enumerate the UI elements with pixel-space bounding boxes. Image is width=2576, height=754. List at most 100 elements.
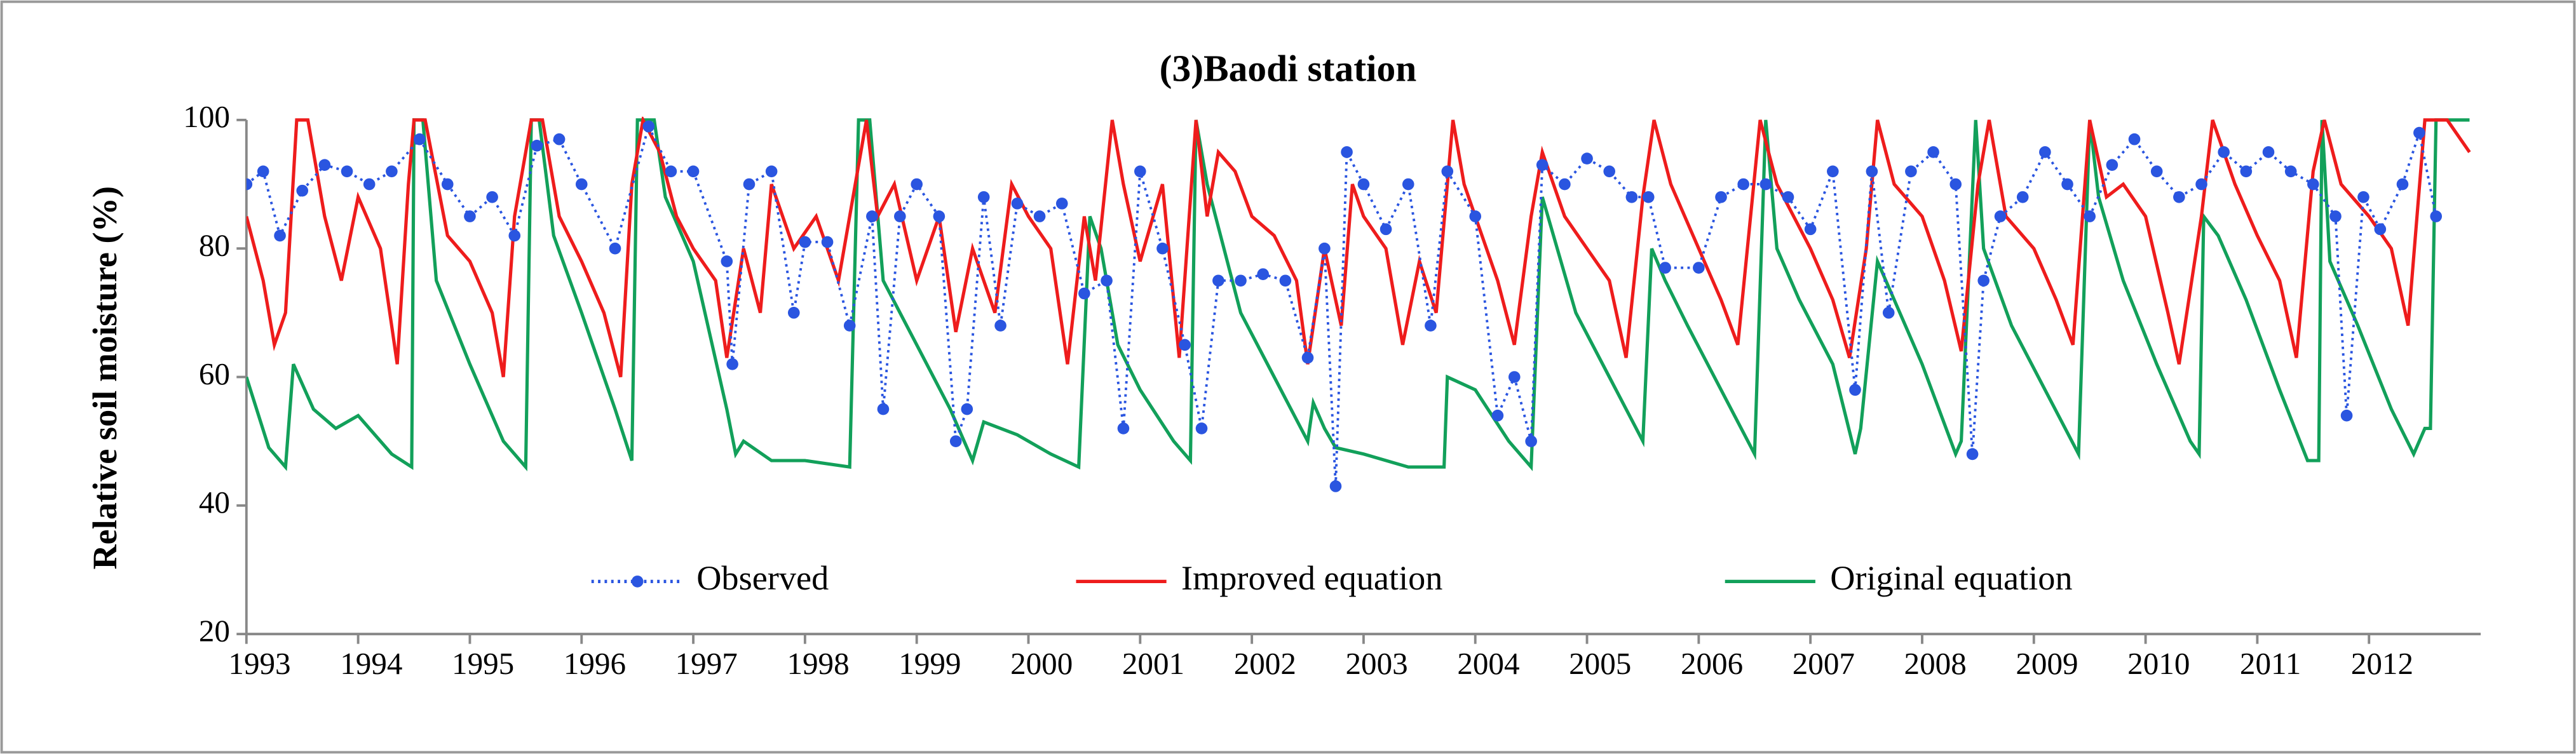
data-point (2340, 409, 2353, 422)
data-point (1235, 274, 1247, 287)
data-point (1279, 274, 1292, 287)
data-point (296, 184, 309, 197)
data-point (1994, 210, 2007, 222)
data-point (1905, 165, 1917, 178)
data-point (1441, 165, 1454, 178)
data-point (609, 242, 621, 255)
data-point (1581, 152, 1593, 165)
data-point (1402, 178, 1414, 191)
data-point (2374, 223, 2387, 236)
legend-label: Observed (696, 559, 829, 597)
x-tick-label: 2005 (1569, 646, 1631, 681)
data-point (1927, 146, 1939, 158)
data-point (531, 140, 543, 152)
data-point (687, 165, 700, 178)
data-point (464, 210, 476, 222)
data-point (441, 178, 454, 191)
data-point (1536, 159, 1549, 171)
data-point (1882, 307, 1895, 319)
data-point (2307, 178, 2319, 191)
data-point (977, 191, 990, 203)
data-point (246, 178, 253, 191)
x-tick-label: 1997 (675, 646, 738, 681)
data-point (2218, 146, 2230, 158)
data-point (2150, 165, 2163, 178)
data-point (1966, 448, 1979, 461)
data-point (665, 165, 677, 178)
data-point (2084, 210, 2096, 222)
data-point (1329, 480, 1342, 492)
x-tick-label: 2007 (1793, 646, 1855, 681)
data-point (2128, 133, 2141, 145)
data-point (866, 210, 878, 222)
data-point (1212, 274, 1224, 287)
data-point (1078, 287, 1090, 300)
data-point (2262, 146, 2275, 158)
plot-area (246, 116, 2471, 492)
data-point (1156, 242, 1169, 255)
data-point (726, 358, 738, 370)
data-point (575, 178, 588, 191)
x-tick-label: 2012 (2351, 646, 2413, 681)
series-line (246, 123, 2437, 487)
x-tick-label: 2008 (1904, 646, 1967, 681)
data-point (1469, 210, 1482, 222)
data-point (2240, 165, 2253, 178)
x-tick-label: 1994 (340, 646, 402, 681)
y-tick-label: 40 (199, 485, 230, 520)
data-point (721, 255, 733, 267)
y-tick-label: 60 (199, 356, 230, 391)
data-point (961, 403, 973, 415)
data-point (341, 165, 353, 178)
x-tick-label: 2002 (1234, 646, 1296, 681)
data-point (877, 403, 890, 415)
data-point (508, 229, 521, 242)
data-point (274, 229, 286, 242)
data-point (2413, 126, 2425, 139)
data-point (1033, 210, 1046, 222)
x-tick-label: 2009 (2016, 646, 2078, 681)
data-point (1301, 351, 1314, 364)
x-tick-label: 2004 (1457, 646, 1519, 681)
data-point (799, 236, 811, 248)
legend-label: Original equation (1830, 559, 2072, 597)
data-point (1625, 191, 1638, 203)
data-point (894, 210, 906, 222)
x-tick-label: 2001 (1122, 646, 1184, 681)
data-point (2195, 178, 2207, 191)
data-point (994, 320, 1007, 332)
data-point (1642, 191, 1655, 203)
data-point (1804, 223, 1817, 236)
data-point (2016, 191, 2029, 203)
y-tick-label: 100 (183, 99, 230, 134)
data-point (1715, 191, 1727, 203)
data-point (1341, 146, 1353, 158)
data-point (2357, 191, 2369, 203)
data-point (821, 236, 834, 248)
x-tick-label: 1995 (452, 646, 514, 681)
data-point (1380, 223, 1392, 236)
data-point (1491, 409, 1504, 422)
data-point (933, 210, 946, 222)
data-point (318, 159, 331, 171)
data-point (1737, 178, 1749, 191)
data-point (1659, 262, 1671, 274)
data-point (1849, 384, 1861, 396)
data-point (257, 165, 269, 178)
data-point (1693, 262, 1705, 274)
x-tick-label: 1993 (228, 646, 290, 681)
data-point (1603, 165, 1616, 178)
x-tick-label: 2006 (1681, 646, 1743, 681)
x-tick-label: 1998 (787, 646, 849, 681)
data-point (1525, 435, 1537, 447)
data-point (1179, 339, 1191, 351)
data-point (1977, 274, 1990, 287)
data-point (2106, 159, 2118, 171)
chart-title: (3)Baodi station (1160, 48, 1417, 90)
data-point (1011, 198, 1024, 210)
data-point (386, 165, 398, 178)
data-point (1782, 191, 1794, 203)
data-point (911, 178, 923, 191)
data-point (787, 307, 800, 319)
